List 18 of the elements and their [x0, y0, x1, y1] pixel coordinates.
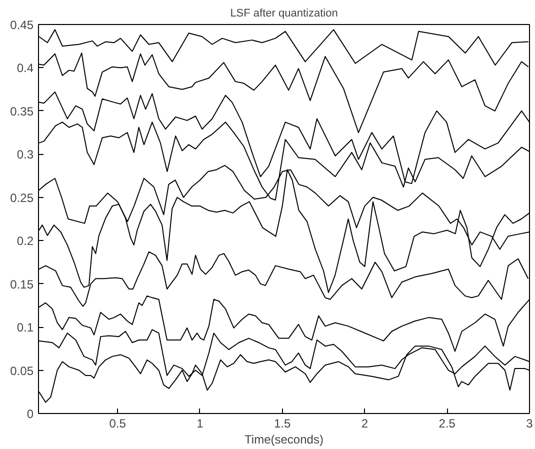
x-tick-label: 1	[196, 416, 204, 430]
x-axis-title: Time(seconds)	[244, 432, 324, 446]
y-tick-label: 0.15	[10, 277, 34, 292]
x-tick-label: 1.5	[274, 416, 292, 430]
x-tick-label: 3	[526, 416, 534, 430]
y-tick-label: 0.35	[10, 104, 34, 118]
y-tick-label: 0.3	[16, 148, 34, 162]
x-tick-label: 2.5	[438, 416, 456, 430]
x-tick-label: 0.5	[109, 416, 126, 430]
y-tick-label: 0.4	[16, 61, 34, 76]
chart-title: LSF after quantization	[230, 8, 338, 20]
y-tick-label: 0.1	[16, 320, 34, 335]
y-tick-label: 0.05	[10, 364, 34, 378]
x-tick-label: 2	[361, 416, 368, 430]
y-tick-label: 0.45	[10, 18, 34, 32]
y-tick-label: 0	[26, 407, 34, 421]
y-tick-label: 0.25	[10, 190, 34, 205]
y-tick-label: 0.2	[16, 234, 34, 248]
